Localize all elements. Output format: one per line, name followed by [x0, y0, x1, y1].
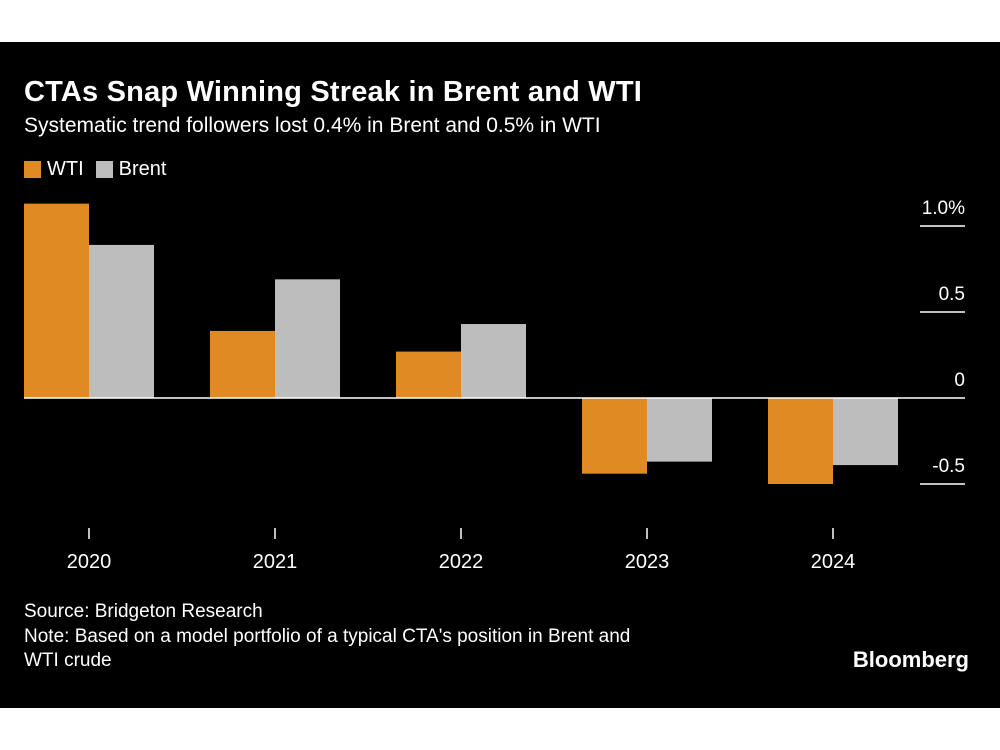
chart-card: CTAs Snap Winning Streak in Brent and WT…	[0, 42, 1000, 708]
chart-title: CTAs Snap Winning Streak in Brent and WT…	[24, 76, 643, 108]
bar-wti-2023	[582, 398, 647, 474]
y-tick-label-3: -0.5	[932, 456, 965, 477]
legend-item-brent: Brent	[95, 158, 167, 181]
bar-chart: 1.0% 0.5 0 -0.5 2020 2021 2022 2023 2024	[24, 198, 965, 573]
bar-brent-2024	[833, 398, 898, 466]
legend-label-wti: WTI	[47, 158, 84, 180]
y-tick-label-0: 1.0%	[922, 198, 965, 219]
bar-brent-2022	[461, 324, 526, 398]
bloomberg-logo: Bloomberg	[852, 647, 969, 672]
source-text: Source: Bridgeton Research	[24, 601, 263, 622]
x-tick-label-2021: 2021	[253, 551, 298, 573]
bar-brent-2023	[647, 398, 712, 462]
y-tick-label-1: 0.5	[939, 284, 965, 305]
legend-item-wti: WTI	[24, 158, 84, 181]
bar-brent-2020	[89, 244, 154, 398]
y-tick-label-2: 0	[954, 370, 965, 391]
note-line-2: WTI crude	[24, 650, 112, 671]
x-tick-label-2022: 2022	[439, 551, 484, 573]
legend: WTI Brent	[24, 158, 178, 181]
x-tick-label-2023: 2023	[625, 551, 670, 573]
x-tick-label-2024: 2024	[811, 551, 856, 573]
bar-wti-2020	[24, 203, 89, 398]
bar-brent-2021	[275, 279, 340, 398]
note-line-1: Note: Based on a model portfolio of a ty…	[24, 626, 631, 647]
bar-wti-2021	[210, 330, 275, 398]
x-tick-label-2020: 2020	[67, 551, 112, 573]
legend-swatch-wti	[24, 161, 41, 178]
bar-wti-2022	[396, 351, 461, 398]
chart-subtitle: Systematic trend followers lost 0.4% in …	[24, 114, 601, 137]
legend-swatch-brent	[95, 161, 113, 178]
legend-label-brent: Brent	[118, 158, 167, 180]
bar-wti-2024	[768, 398, 833, 484]
